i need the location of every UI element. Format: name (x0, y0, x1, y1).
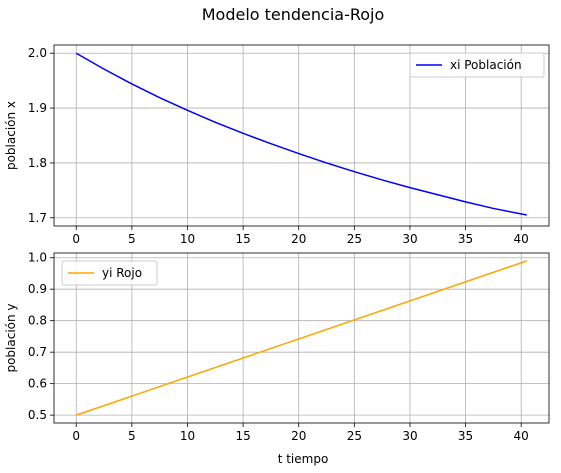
bottom-y-tick-label-1: 0.6 (28, 377, 47, 391)
top-y-tick-label-3: 2.0 (28, 46, 47, 60)
top-series-line-0 (75, 52, 527, 216)
top-y-axis-label: población x (4, 101, 18, 170)
bottom-x-tick-label-15: 15 (235, 429, 250, 443)
top-x-tick-label-0: 0 (72, 232, 80, 246)
top-y-tick-label-0: 1.7 (28, 211, 47, 225)
top-x-tick-label-40: 40 (514, 232, 529, 246)
top-x-tick-label-5: 5 (128, 232, 136, 246)
top-legend-label: xi Población (450, 58, 522, 72)
bottom-legend-box (61, 260, 158, 286)
top-x-tick-label-35: 35 (458, 232, 473, 246)
top-subplot: 0 5 10 15 20 25 30 35 40 1.7 1.8 1.9 2.0 población x x… (4, 44, 550, 246)
top-legend-box (409, 52, 545, 78)
bottom-y-tick-label-3: 0.8 (28, 314, 47, 328)
bottom-y-tick-label-2: 0.7 (28, 345, 47, 359)
bottom-x-tick-label-5: 5 (128, 429, 136, 443)
bottom-x-tick-label-30: 30 (402, 429, 417, 443)
bottom-subplot: 0 5 10 15 20 25 30 35 40 0.5 0.6 0.7 0.8 0.9 1.0 poblac… (4, 251, 550, 443)
bottom-axes-frame (53, 252, 550, 424)
top-x-tick-label-30: 30 (402, 232, 417, 246)
bottom-x-tick-label-20: 20 (291, 429, 306, 443)
bottom-x-tick-label-35: 35 (458, 429, 473, 443)
bottom-series-line-0 (76, 260, 527, 416)
bottom-x-tick-label-10: 10 (180, 429, 195, 443)
top-y-tick-label-2: 1.9 (28, 101, 47, 115)
bottom-x-tick-label-40: 40 (514, 429, 529, 443)
bottom-x-tick-label-25: 25 (347, 429, 362, 443)
bottom-y-tick-label-4: 0.9 (28, 282, 47, 296)
top-x-tick-label-20: 20 (291, 232, 306, 246)
bottom-y-tick-label-0: 0.5 (28, 408, 47, 422)
bottom-x-tick-label-0: 0 (72, 429, 80, 443)
top-x-tick-label-25: 25 (347, 232, 362, 246)
x-axis-label: t tiempo (278, 452, 329, 466)
top-x-tick-label-10: 10 (180, 232, 195, 246)
chart-title: Modelo tendencia-Rojo (202, 5, 385, 24)
top-axes-frame (53, 44, 550, 227)
top-y-tick-label-1: 1.8 (28, 156, 47, 170)
bottom-y-axis-label: población y (4, 303, 18, 372)
top-x-tick-label-15: 15 (235, 232, 250, 246)
bottom-y-tick-label-5: 1.0 (28, 251, 47, 265)
bottom-legend-label: yi Rojo (102, 266, 142, 280)
